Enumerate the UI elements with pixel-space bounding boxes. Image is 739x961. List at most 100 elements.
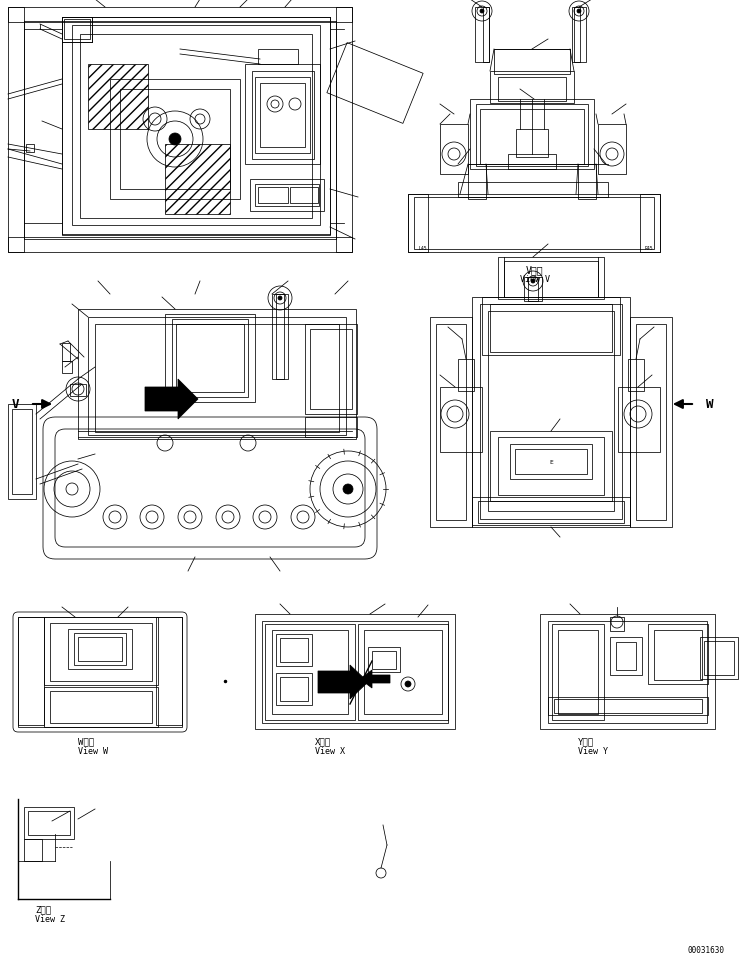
Bar (540, 614, 715, 729)
Bar (510, 445, 592, 480)
Bar (80, 35, 312, 219)
Bar (548, 622, 707, 724)
Bar (494, 50, 570, 75)
Text: View Z: View Z (35, 915, 65, 924)
Bar (26, 145, 34, 153)
Text: View Y: View Y (578, 747, 608, 755)
Bar (156, 617, 182, 726)
Bar (488, 311, 614, 511)
Bar (498, 258, 604, 300)
Bar (70, 384, 86, 397)
Bar (640, 195, 660, 253)
Bar (472, 298, 630, 526)
Bar (78, 637, 122, 661)
Bar (470, 100, 594, 170)
Bar (475, 8, 489, 62)
Bar (483, 8, 489, 62)
Bar (504, 261, 598, 298)
Bar (458, 183, 608, 198)
Bar (368, 648, 400, 673)
Bar (95, 325, 339, 432)
Circle shape (343, 484, 353, 495)
Bar (516, 130, 548, 158)
Bar (88, 318, 346, 435)
Bar (68, 629, 132, 669)
Text: Y　視: Y 視 (578, 737, 594, 746)
Bar (480, 305, 622, 520)
Bar (290, 187, 318, 204)
Text: E: E (549, 460, 553, 465)
Bar (12, 409, 32, 495)
Bar (498, 437, 604, 496)
Text: View W: View W (78, 747, 108, 755)
Circle shape (577, 10, 581, 14)
Bar (578, 165, 596, 200)
Bar (120, 90, 230, 190)
Bar (440, 387, 482, 453)
Bar (468, 165, 486, 200)
Text: View V: View V (520, 275, 550, 284)
Bar (310, 330, 352, 409)
Circle shape (169, 134, 181, 146)
Bar (528, 278, 538, 302)
Bar (18, 617, 182, 727)
Bar (24, 839, 42, 861)
Circle shape (278, 297, 282, 301)
Bar (272, 630, 348, 714)
Bar (336, 8, 352, 253)
Bar (50, 691, 152, 724)
Text: W: W (706, 398, 714, 411)
Bar (255, 78, 310, 154)
Bar (636, 325, 666, 521)
Bar (616, 642, 636, 671)
Bar (8, 237, 352, 253)
Bar (372, 652, 396, 669)
Bar (165, 314, 255, 403)
Bar (8, 8, 24, 253)
Bar (598, 125, 626, 175)
Bar (78, 309, 356, 439)
Circle shape (531, 280, 535, 283)
Bar (88, 65, 148, 130)
Bar (654, 630, 702, 680)
Bar (482, 298, 620, 356)
Bar (572, 8, 586, 62)
Bar (704, 641, 734, 676)
Bar (430, 318, 472, 528)
Bar (648, 625, 708, 684)
Bar (245, 65, 320, 165)
Bar (476, 105, 588, 167)
Bar (50, 624, 152, 681)
Bar (472, 498, 630, 528)
Bar (515, 450, 587, 475)
Bar (414, 198, 654, 250)
Bar (250, 180, 324, 211)
Bar (408, 195, 660, 253)
Circle shape (480, 10, 484, 14)
Bar (260, 84, 305, 148)
Bar (252, 72, 314, 160)
Bar (440, 125, 468, 175)
Bar (44, 687, 158, 727)
Bar (276, 295, 284, 380)
Bar (28, 811, 70, 835)
Text: W　視: W 視 (78, 737, 94, 746)
Text: X　視: X 視 (315, 737, 331, 746)
Bar (280, 638, 308, 662)
Bar (64, 20, 90, 40)
Bar (436, 325, 466, 521)
Bar (552, 625, 604, 720)
Bar (700, 637, 738, 679)
Bar (272, 295, 288, 380)
Bar (478, 502, 624, 524)
Bar (610, 637, 642, 676)
Text: Z　視: Z 視 (35, 904, 51, 914)
Bar (490, 72, 574, 104)
Bar (498, 78, 566, 102)
Bar (490, 431, 612, 502)
Bar (62, 18, 330, 235)
Bar (610, 617, 624, 631)
Bar (18, 617, 44, 726)
Bar (364, 630, 442, 714)
Bar (62, 344, 70, 361)
